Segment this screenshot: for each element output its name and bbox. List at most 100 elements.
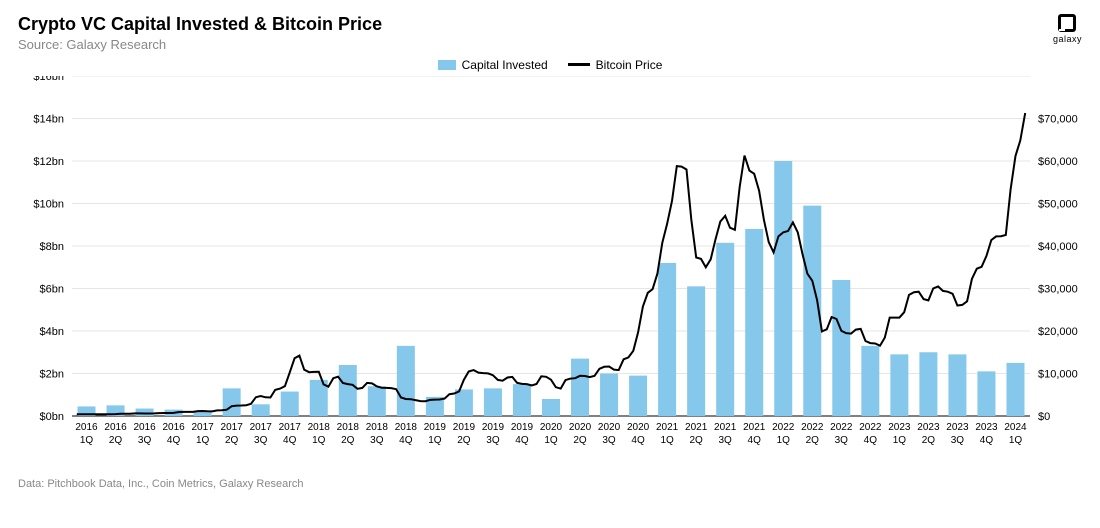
x-tick-year: 2021 [685,422,708,433]
capital-bar [484,388,502,416]
capital-bar [600,373,618,416]
capital-bar [1006,363,1024,416]
x-tick-year: 2024 [1004,422,1027,433]
x-tick-year: 2016 [104,422,127,433]
x-tick-quarter: 1Q [1009,435,1023,446]
y-left-tick: $6bn [40,283,64,295]
capital-bar [136,408,154,415]
x-tick-year: 2017 [250,422,273,433]
capital-bar [716,243,734,416]
legend-capital-label: Capital Invested [462,58,548,72]
y-left-tick: $12bn [33,156,64,168]
x-tick-year: 2023 [917,422,940,433]
capital-bar [890,354,908,416]
capital-bar [745,229,763,416]
x-tick-quarter: 4Q [748,435,762,446]
x-tick-quarter: 3Q [138,435,152,446]
capital-bar [687,286,705,416]
x-tick-quarter: 2Q [457,435,471,446]
galaxy-logo-icon [1058,14,1076,32]
x-tick-year: 2022 [830,422,853,433]
x-tick-quarter: 1Q [893,435,907,446]
page-root: Crypto VC Capital Invested & Bitcoin Pri… [0,0,1100,528]
x-tick-quarter: 2Q [573,435,587,446]
legend-btc: Bitcoin Price [568,58,663,72]
x-tick-quarter: 3Q [719,435,733,446]
legend-capital-swatch [438,60,456,70]
x-tick-quarter: 1Q [777,435,791,446]
x-tick-quarter: 2Q [806,435,820,446]
y-right-tick: $0 [1038,411,1050,423]
x-tick-year: 2019 [511,422,534,433]
x-tick-year: 2018 [308,422,331,433]
y-right-tick: $60,000 [1038,156,1078,168]
x-tick-year: 2022 [801,422,824,433]
x-tick-year: 2019 [424,422,447,433]
capital-bar [368,386,386,416]
bitcoin-price-line [77,113,1025,414]
x-tick-quarter: 3Q [486,435,500,446]
x-tick-quarter: 4Q [515,435,529,446]
x-tick-quarter: 4Q [980,435,994,446]
capital-bar [919,352,937,416]
footer-attribution: Data: Pitchbook Data, Inc., Coin Metrics… [18,478,1082,490]
y-left-tick: $16bn [33,76,64,83]
x-tick-year: 2019 [453,422,476,433]
legend-capital: Capital Invested [438,58,548,72]
x-tick-year: 2016 [133,422,156,433]
x-tick-year: 2017 [279,422,302,433]
x-tick-year: 2023 [975,422,998,433]
y-left-tick: $14bn [33,113,64,125]
x-tick-year: 2017 [221,422,244,433]
x-tick-year: 2020 [569,422,592,433]
y-right-tick: $50,000 [1038,198,1078,210]
capital-bar [397,346,415,416]
x-tick-quarter: 2Q [225,435,239,446]
legend: Capital Invested Bitcoin Price [18,58,1082,72]
x-tick-year: 2016 [75,422,98,433]
capital-bar [832,280,850,416]
x-tick-quarter: 1Q [196,435,210,446]
capital-bar [861,346,879,416]
capital-bar [252,404,270,416]
x-tick-year: 2017 [192,422,215,433]
x-tick-year: 2021 [714,422,737,433]
x-tick-quarter: 1Q [660,435,674,446]
galaxy-logo: galaxy [1053,14,1082,44]
y-left-tick: $0bn [40,411,64,423]
x-tick-year: 2022 [859,422,882,433]
x-tick-quarter: 1Q [428,435,442,446]
x-tick-quarter: 4Q [167,435,181,446]
y-left-tick: $10bn [33,198,64,210]
y-right-tick: $30,000 [1038,283,1078,295]
capital-bar [513,384,531,416]
capital-bar [774,161,792,416]
chart-title: Crypto VC Capital Invested & Bitcoin Pri… [18,14,382,35]
x-tick-year: 2018 [395,422,418,433]
capital-bar [948,354,966,416]
x-tick-year: 2018 [337,422,360,433]
capital-bar [339,365,357,416]
chart-svg: $0bn$2bn$4bn$6bn$8bn$10bn$12bn$14bn$16bn… [18,76,1082,476]
x-tick-year: 2021 [656,422,679,433]
chart-subtitle: Source: Galaxy Research [18,37,382,52]
legend-btc-swatch [568,63,590,66]
header: Crypto VC Capital Invested & Bitcoin Pri… [18,14,1082,52]
x-tick-quarter: 4Q [283,435,297,446]
y-left-tick: $8bn [40,241,64,253]
x-tick-year: 2021 [743,422,766,433]
capital-bar [281,391,299,415]
x-tick-quarter: 3Q [370,435,384,446]
x-tick-quarter: 2Q [109,435,123,446]
y-right-tick: $40,000 [1038,241,1078,253]
x-tick-quarter: 1Q [312,435,326,446]
x-tick-quarter: 4Q [864,435,878,446]
capital-bar [629,375,647,415]
capital-bar [542,399,560,416]
x-tick-year: 2019 [482,422,505,433]
x-tick-quarter: 4Q [631,435,645,446]
capital-bar [455,389,473,416]
x-tick-quarter: 2Q [689,435,703,446]
x-tick-quarter: 3Q [835,435,849,446]
x-tick-year: 2023 [888,422,911,433]
